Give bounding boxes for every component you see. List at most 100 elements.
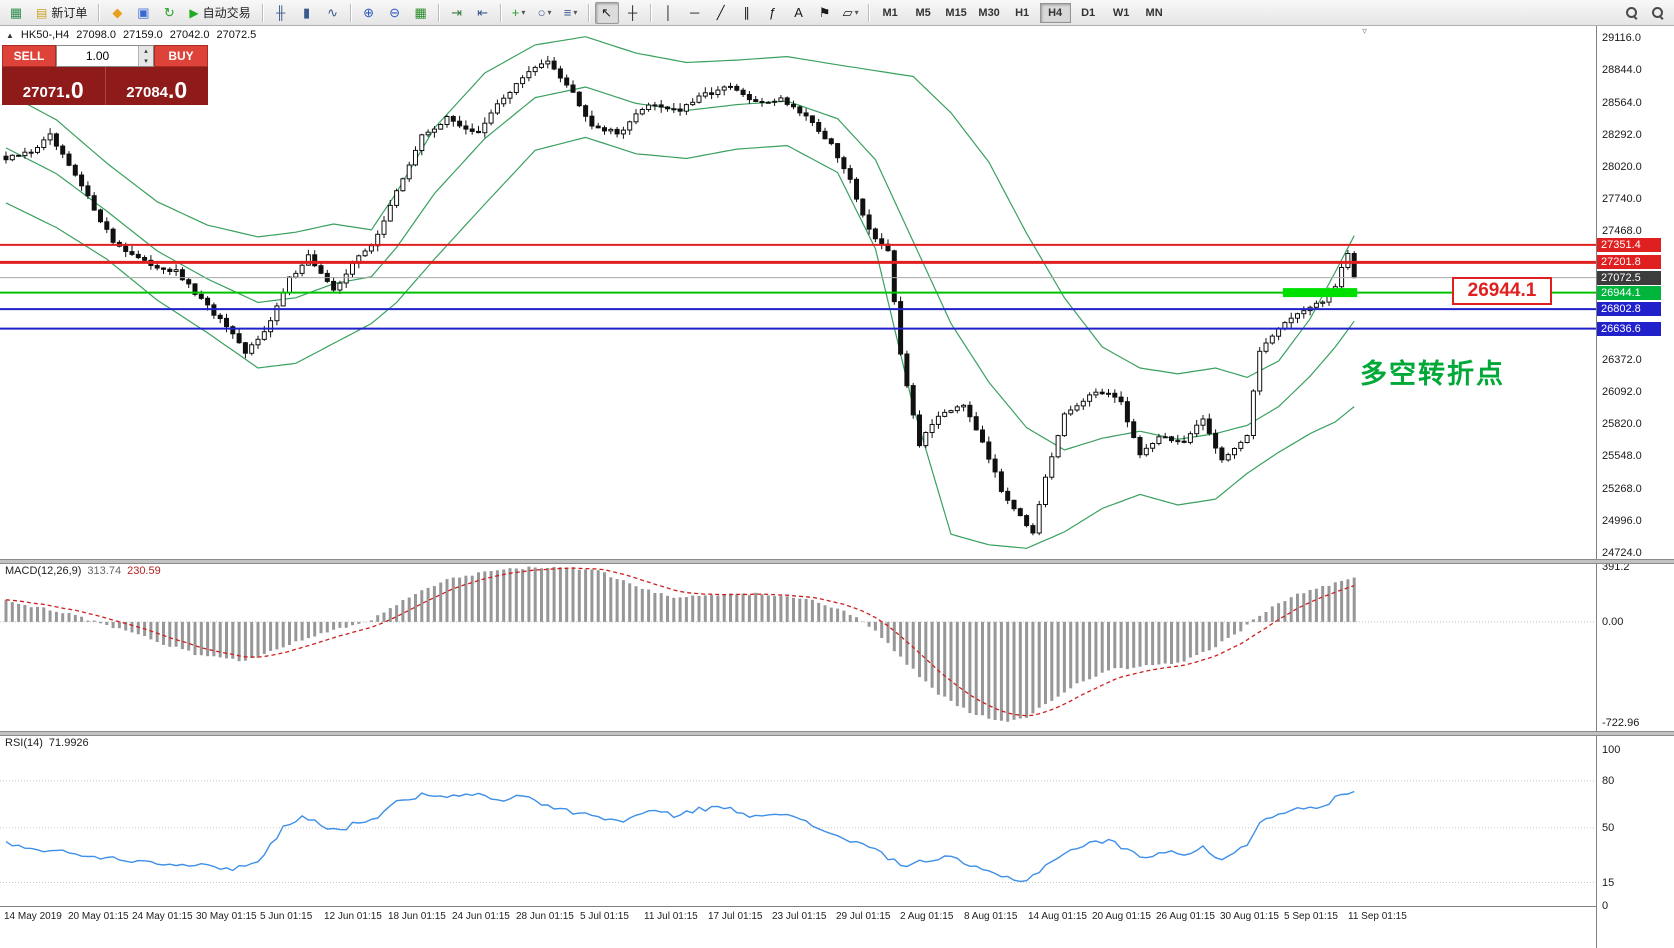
- macd-signal-line: [5, 567, 1355, 717]
- chart-shift-icon[interactable]: ⇤: [471, 2, 495, 24]
- new-chart-icon[interactable]: ▦: [4, 2, 28, 24]
- templates-menu-button-glyph: ≡: [563, 5, 572, 20]
- one-click-trading-panel: SELL ▴ ▾ BUY 27071.0 27084.0: [2, 45, 208, 105]
- new-order-button[interactable]: ▤ 新订单: [29, 3, 94, 23]
- periods-menu-button-dropdown-icon[interactable]: ▾: [547, 8, 552, 17]
- candlestick-chart-icon[interactable]: ▮: [295, 2, 319, 24]
- trendline-icon[interactable]: ╱: [709, 2, 733, 24]
- market-watch-icon[interactable]: ▣: [131, 2, 155, 24]
- toolbar-right-group: [1619, 2, 1671, 24]
- timeframe-button-m5[interactable]: M5: [915, 6, 931, 19]
- buy-button[interactable]: BUY: [154, 45, 208, 67]
- symbol-search-icon-glyph: [1626, 6, 1638, 19]
- time-axis-label: 18 Jun 01:15: [388, 911, 446, 922]
- cursor-icon[interactable]: ↖: [594, 1, 619, 24]
- chart-high-value: 27159.0: [122, 29, 163, 41]
- time-axis-label: 5 Jul 01:15: [580, 911, 629, 922]
- channel-icon[interactable]: ∥: [735, 2, 759, 24]
- timeframe-button-m30[interactable]: M30: [978, 6, 1000, 19]
- time-axis-label: 14 Aug 01:15: [1028, 911, 1087, 922]
- price-callout[interactable]: 26944.1: [1452, 277, 1552, 305]
- chart-shift-icon-glyph: ⇤: [477, 4, 489, 20]
- toolbar-separator: [499, 3, 502, 22]
- timeframe-button-d1[interactable]: D1: [1081, 6, 1096, 19]
- time-axis-label: 24 Jun 01:15: [452, 911, 510, 922]
- templates-menu-button-dropdown-icon[interactable]: ▾: [573, 8, 578, 17]
- crosshair-icon-glyph: ┼: [628, 5, 638, 20]
- level-highlight-segment[interactable]: [1282, 288, 1358, 298]
- rsi-panel-divider[interactable]: [0, 731, 1674, 736]
- chart-annotation[interactable]: 多空转折点: [1360, 359, 1505, 389]
- timeframe-button-w1[interactable]: W1: [1112, 6, 1130, 19]
- toolbar-separator: [649, 3, 652, 22]
- refresh-icon[interactable]: ↻: [157, 2, 181, 24]
- time-axis[interactable]: 14 May 2019 20 May 01:15 24 May 01:15 30 Ma…: [0, 906, 1596, 948]
- axis-tick-label: 26372.0: [1602, 353, 1642, 366]
- indicators-menu-button-dropdown-icon[interactable]: ▾: [521, 8, 526, 17]
- crosshair-icon[interactable]: ┼: [621, 2, 645, 24]
- auto-trading-button[interactable]: ▶ 自动交易: [182, 3, 257, 23]
- time-axis-label: 20 May 01:15: [68, 911, 129, 922]
- axis-tick-label: 80: [1602, 774, 1615, 787]
- volume-input[interactable]: [57, 46, 138, 66]
- chart-shift-marker[interactable]: ▿: [1362, 26, 1368, 37]
- timeframe-button-h4[interactable]: H4: [1039, 2, 1071, 23]
- templates-menu-button[interactable]: ≡ ▾: [559, 2, 583, 24]
- one-click-collapse-icon[interactable]: ▲: [6, 30, 14, 40]
- horizontal-line-icon[interactable]: ─: [683, 2, 707, 24]
- text-label-icon-glyph: A: [794, 5, 803, 20]
- volume-stepper[interactable]: ▴ ▾: [56, 45, 154, 67]
- chart-symbol-period: HK50-,H4: [20, 29, 70, 41]
- time-axis-label: 30 May 01:15: [196, 911, 257, 922]
- macd-histogram: [4, 566, 1356, 722]
- axis-tick-label: 15: [1602, 876, 1615, 889]
- timeframe-button-h1[interactable]: H1: [1015, 6, 1030, 19]
- shapes-menu-button-dropdown-icon[interactable]: ▾: [854, 8, 859, 17]
- candles: [3, 55, 1357, 536]
- price-axis[interactable]: 29116.0 28844.0 28564.0 28292.0 28020.0 27740…: [1596, 25, 1674, 948]
- timeframe-button-m15[interactable]: M15: [945, 6, 967, 19]
- shapes-menu-button[interactable]: ▱ ▾: [839, 2, 863, 24]
- timeframe-button-mn[interactable]: MN: [1145, 6, 1163, 19]
- shapes-menu-button-glyph: ▱: [842, 4, 853, 20]
- bar-chart-icon[interactable]: ╫: [269, 2, 293, 24]
- macd-panel-divider[interactable]: [0, 559, 1674, 564]
- chart-low-value: 27042.0: [169, 29, 210, 41]
- zoom-out-icon[interactable]: ⊖: [383, 2, 407, 24]
- buy-price-frac: .0: [168, 77, 188, 104]
- trade-panel-buttons-row: SELL ▴ ▾ BUY: [2, 45, 208, 67]
- fibonacci-icon[interactable]: ƒ: [761, 2, 785, 24]
- new-order-button-label: 新订单: [51, 6, 88, 20]
- sell-button[interactable]: SELL: [2, 45, 56, 67]
- vertical-line-icon[interactable]: │: [657, 2, 681, 24]
- periods-menu-button[interactable]: ○ ▾: [533, 2, 557, 24]
- symbol-search-icon[interactable]: [1620, 2, 1644, 24]
- axis-tick-label: 0: [1602, 900, 1609, 912]
- axis-tick-label: 391.2: [1602, 561, 1630, 574]
- time-axis-label: 23 Jul 01:15: [772, 911, 827, 922]
- new-chart-icon-glyph: ▦: [9, 4, 23, 20]
- buy-price-int: 27084: [126, 84, 169, 101]
- auto-scroll-icon[interactable]: ⇥: [445, 2, 469, 24]
- price-tag-current: 27072.5: [1597, 270, 1661, 285]
- indicators-menu-button[interactable]: + ▾: [507, 2, 531, 24]
- tile-windows-icon[interactable]: ▦: [409, 2, 433, 24]
- axis-tick-label: 28564.0: [1602, 96, 1642, 109]
- chart-search-icon[interactable]: [1646, 2, 1670, 24]
- volume-up-button[interactable]: ▴: [138, 46, 153, 56]
- macd-indicator-label: MACD(12,26,9) 313.74 230.59: [5, 565, 161, 577]
- volume-down-button[interactable]: ▾: [138, 56, 153, 66]
- arrows-icon[interactable]: ⚑: [813, 2, 837, 24]
- text-label-icon[interactable]: A: [787, 2, 811, 24]
- charts-icon[interactable]: ◆: [105, 2, 129, 24]
- zoom-in-icon[interactable]: ⊕: [357, 2, 381, 24]
- buy-price[interactable]: 27084.0: [104, 67, 209, 105]
- line-chart-icon[interactable]: ∿: [321, 2, 345, 24]
- line-chart-icon-glyph: ∿: [327, 4, 339, 20]
- timeframe-button-m1[interactable]: M1: [882, 6, 898, 19]
- zoom-in-icon-glyph: ⊕: [363, 4, 375, 20]
- bollinger-upper-band: [5, 36, 1355, 379]
- sell-price[interactable]: 27071.0: [2, 67, 105, 105]
